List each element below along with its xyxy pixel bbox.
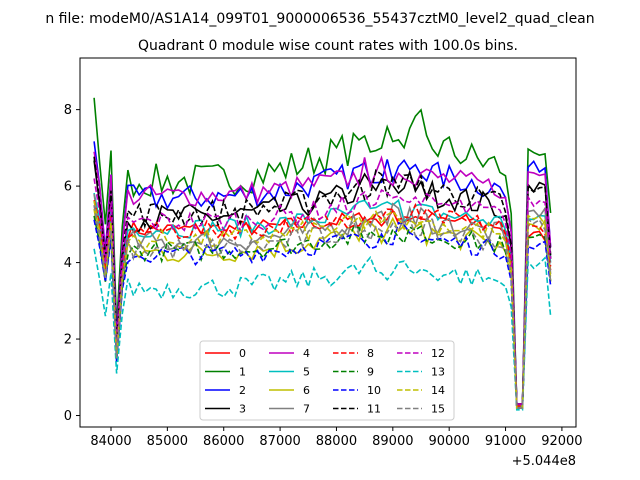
legend-label-9: 9 — [367, 366, 374, 379]
y-tick-label-2: 4 — [64, 256, 72, 271]
legend-label-13: 13 — [431, 366, 445, 379]
figure-suptitle: n file: modeM0/AS1A14_099T01_9000006536_… — [45, 11, 594, 27]
legend-label-1: 1 — [239, 366, 246, 379]
series-line-12 — [93, 178, 552, 405]
series-line-9 — [93, 215, 552, 409]
axes-frame — [79, 57, 577, 428]
legend-label-15: 15 — [431, 403, 445, 416]
legend-label-11: 11 — [367, 403, 381, 416]
series-line-7 — [93, 193, 552, 407]
y-tick-label-1: 2 — [64, 333, 72, 348]
y-tick-label-0: 0 — [64, 409, 72, 424]
legend-label-10: 10 — [367, 384, 381, 397]
x-tick-label-5: 89000 — [372, 434, 413, 449]
legend-label-8: 8 — [367, 347, 374, 360]
series-line-15 — [93, 205, 552, 409]
legend-label-0: 0 — [239, 347, 246, 360]
legend-label-12: 12 — [431, 347, 445, 360]
y-tick-label-3: 6 — [64, 180, 72, 195]
legend-frame — [199, 340, 455, 421]
x-tick-label-0: 84000 — [90, 434, 131, 449]
legend-label-2: 2 — [239, 384, 246, 397]
x-tick-label-7: 91000 — [485, 434, 526, 449]
series-line-2 — [93, 141, 552, 405]
legend-label-14: 14 — [431, 384, 445, 397]
legend-label-3: 3 — [239, 403, 246, 416]
x-tick-label-6: 90000 — [429, 434, 470, 449]
legend-label-6: 6 — [303, 384, 310, 397]
y-tick-label-4: 8 — [64, 103, 72, 118]
x-axis: 84000 85000 86000 87000 88000 89000 90000 91000… — [90, 427, 583, 449]
series-line-14 — [93, 200, 552, 409]
legend-label-4: 4 — [303, 347, 310, 360]
series-line-1 — [93, 97, 552, 405]
x-tick-label-2: 86000 — [203, 434, 244, 449]
x-tick-label-8: 92000 — [541, 434, 582, 449]
x-tick-label-4: 88000 — [316, 434, 357, 449]
x-tick-label-3: 87000 — [259, 434, 300, 449]
series-line-3 — [93, 160, 552, 405]
legend-label-7: 7 — [303, 403, 310, 416]
series-line-13 — [93, 248, 552, 411]
series-line-11 — [93, 156, 552, 405]
x-offset-label: +5.044e8 — [512, 454, 576, 469]
legend-label-5: 5 — [303, 366, 310, 379]
chart-title: Quadrant 0 module wise count rates with … — [138, 38, 518, 54]
series-line-4 — [93, 151, 552, 405]
x-tick-label-1: 85000 — [147, 434, 188, 449]
series-line-10 — [93, 219, 552, 409]
y-axis: 0 2 4 6 8 — [64, 103, 80, 424]
series-lines — [93, 97, 552, 411]
